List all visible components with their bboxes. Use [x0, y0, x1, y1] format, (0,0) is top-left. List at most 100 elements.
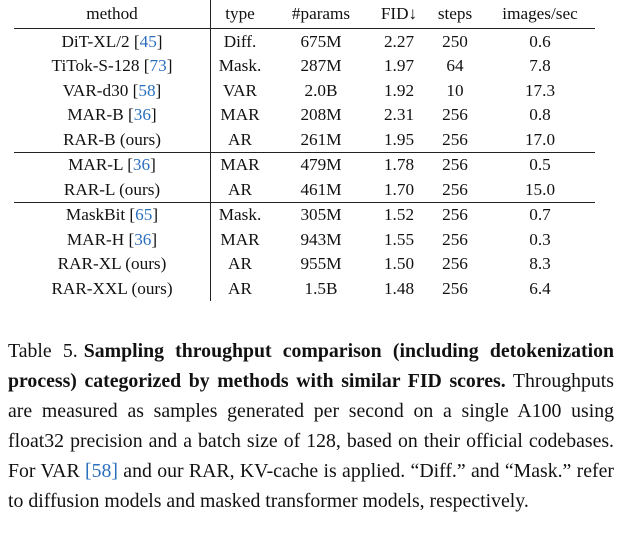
method-citation-link[interactable]: 65	[135, 205, 153, 225]
cell-method: VAR-d30 [58]	[14, 78, 211, 103]
cell-type: AR	[210, 177, 269, 203]
cell-params: 1.5B	[304, 278, 338, 298]
table-row: MAR-L [36] MAR 479M 1.78 256 0.5	[14, 152, 595, 177]
table-row: MAR-B [36] MAR 208M 2.31 256 0.8	[14, 102, 595, 127]
table-row: MAR-H [36] MAR 943M 1.55 256 0.3	[14, 227, 595, 252]
method-name: VAR-d30	[62, 80, 129, 100]
cell-steps: 256	[442, 105, 468, 125]
cell-method: RAR-B (ours)	[14, 127, 211, 153]
cell-steps: 256	[425, 127, 485, 153]
caption-title: Sampling throughput comparison (includin…	[8, 340, 615, 392]
cell-images-per-sec: 8.3	[529, 254, 551, 274]
table-row: RAR-L (ours) AR 461M 1.70 256 15.0	[14, 177, 595, 203]
cell-images-per-sec: 0.8	[529, 105, 551, 125]
cell-steps: 256	[442, 278, 468, 298]
caption-label: Table 5.	[8, 340, 78, 362]
method-name: RAR-XXL (ours)	[51, 278, 173, 298]
cell-steps: 250	[442, 31, 468, 51]
cell-type: MAR	[220, 105, 260, 125]
method-citation-link[interactable]: 73	[149, 56, 167, 76]
header-fid: FID↓	[373, 0, 425, 29]
table-row: RAR-XL (ours) AR 955M 1.50 256 8.3	[14, 251, 595, 276]
cell-steps: 256	[425, 177, 485, 203]
method-name: TiTok-S-128	[51, 56, 140, 76]
table-row: RAR-XXL (ours) AR 1.5B 1.48 256 6.4	[14, 276, 595, 301]
method-citation-link[interactable]: 36	[134, 229, 152, 249]
method-name: MAR-H	[66, 229, 125, 249]
cell-method: RAR-XL (ours)	[14, 251, 211, 276]
cell-images-per-sec: 17.0	[485, 127, 595, 153]
cell-fid: 1.55	[383, 229, 415, 249]
method-citation-link[interactable]: 36	[133, 105, 151, 125]
method-citation-link[interactable]: 36	[132, 155, 151, 175]
cell-params: 675M	[300, 31, 342, 51]
cell-fid: 1.50	[383, 254, 415, 274]
cell-method: MAR-B [36]	[14, 102, 211, 127]
cell-params: 955M	[300, 254, 342, 274]
method-name: MAR-B	[67, 105, 124, 125]
cell-method: RAR-L (ours)	[14, 177, 211, 203]
header-steps: steps	[425, 0, 485, 29]
table-row: VAR-d30 [58] VAR 2.0B 1.92 10 17.3	[14, 78, 595, 103]
cell-params: 943M	[300, 229, 342, 249]
cell-images-per-sec: 6.4	[529, 278, 551, 298]
cell-steps: 256	[442, 155, 468, 175]
cell-method: TiTok-S-128 [73]	[14, 53, 211, 78]
cell-images-per-sec: 0.3	[529, 229, 551, 249]
cell-method: MAR-H [36]	[14, 227, 211, 252]
cell-steps: 256	[442, 229, 468, 249]
cell-fid: 1.97	[383, 56, 415, 76]
cell-images-per-sec: 15.0	[485, 177, 595, 203]
method-citation-link[interactable]: 58	[138, 80, 156, 100]
comparison-table-container: method type #params FID↓ steps images/se…	[14, 0, 614, 301]
table-row: DiT-XL/2 [45] Diff. 675M 2.27 250 0.6	[14, 28, 595, 54]
cell-params: 261M	[269, 127, 373, 153]
cell-params: 479M	[300, 155, 342, 175]
cell-images-per-sec: 0.7	[529, 205, 551, 225]
method-name: RAR-B (ours)	[63, 129, 161, 149]
cell-images-per-sec: 7.8	[529, 56, 551, 76]
method-name: RAR-L (ours)	[63, 179, 161, 199]
cell-params: 305M	[300, 205, 342, 225]
cell-params: 208M	[300, 105, 342, 125]
header-params: #params	[269, 0, 373, 29]
table-row: RAR-B (ours) AR 261M 1.95 256 17.0	[14, 127, 595, 153]
header-images-per-sec: images/sec	[485, 0, 595, 29]
cell-type: AR	[228, 254, 252, 274]
cell-images-per-sec: 0.5	[529, 155, 551, 175]
cell-images-per-sec: 0.6	[529, 31, 551, 51]
method-name: DiT-XL/2	[61, 31, 130, 51]
cell-steps: 64	[446, 56, 464, 76]
method-citation-link[interactable]: 45	[139, 31, 157, 51]
table-body: DiT-XL/2 [45] Diff. 675M 2.27 250 0.6 TiTok-S-…	[14, 28, 595, 301]
cell-fid: 1.70	[373, 177, 425, 203]
cell-fid: 2.27	[383, 31, 415, 51]
cell-fid: 1.78	[383, 155, 415, 175]
cell-type: MAR	[220, 229, 260, 249]
cell-type: AR	[228, 278, 252, 298]
cell-steps: 256	[442, 205, 468, 225]
cell-fid: 1.48	[383, 278, 415, 298]
table-row: MaskBit [65] Mask. 305M 1.52 256 0.7	[14, 202, 595, 227]
method-name: MAR-L	[68, 155, 123, 175]
cell-fid: 1.92	[383, 80, 415, 100]
cell-steps: 10	[446, 80, 464, 100]
cell-type: Mask.	[218, 56, 262, 76]
method-name: MaskBit	[65, 205, 126, 225]
cell-images-per-sec: 17.3	[524, 80, 556, 100]
caption-citation-link[interactable]: [58]	[85, 460, 118, 482]
cell-params: 287M	[300, 56, 342, 76]
cell-steps: 256	[442, 254, 468, 274]
table-row: TiTok-S-128 [73] Mask. 287M 1.97 64 7.8	[14, 53, 595, 78]
cell-method: MAR-L [36]	[14, 152, 211, 177]
cell-fid: 2.31	[383, 105, 415, 125]
caption-text-part-2: and our RAR, KV-cache is applied. “Diff.…	[8, 460, 614, 512]
cell-type: MAR	[220, 155, 260, 175]
caption-text-part-1: Throughputs are measured as samples gene…	[8, 370, 614, 482]
throughput-comparison-table: method type #params FID↓ steps images/se…	[14, 0, 595, 301]
cell-params: 461M	[269, 177, 373, 203]
cell-fid: 1.52	[383, 205, 415, 225]
header-method: method	[14, 0, 211, 29]
table-header-row: method type #params FID↓ steps images/se…	[14, 0, 595, 29]
cell-type: AR	[210, 127, 269, 153]
